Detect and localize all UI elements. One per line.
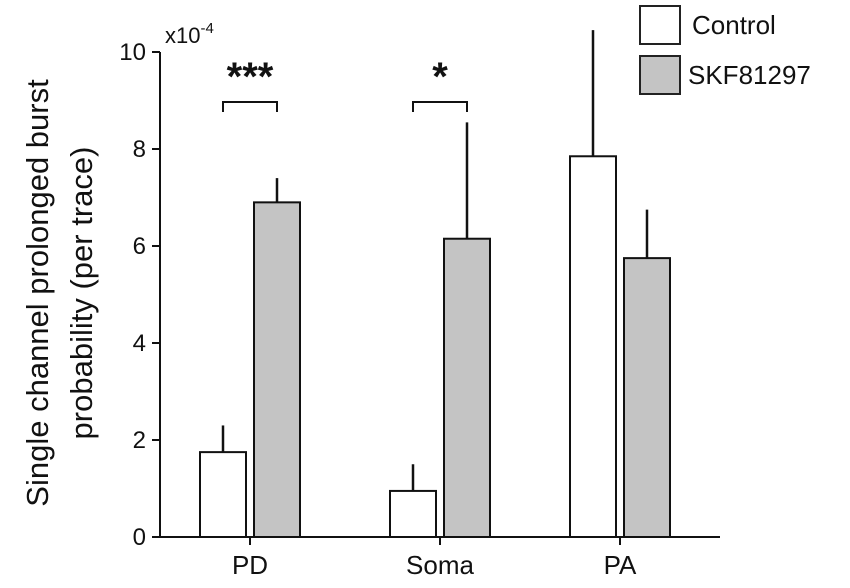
bars [199,155,671,538]
y-multiplier-exponent: -4 [200,20,213,37]
y-axis-title-line1: Single channel prolonged burst [20,79,55,507]
axes: 0 2 4 6 8 10 PD Soma PA [119,39,720,580]
significance-markers: *** * [222,55,468,112]
legend: Control SKF81297 [639,5,811,95]
significance-label-pd: *** [227,55,274,99]
y-tick-label: 6 [133,233,146,260]
y-tick-label: 2 [133,427,146,454]
x-tick-label-soma: Soma [406,550,474,580]
y-tick-label: 0 [133,524,146,551]
legend-label-control: Control [692,10,776,40]
y-multiplier: x10-4 [165,20,214,48]
y-multiplier-base: x10 [165,23,200,48]
y-tick-label: 8 [133,136,146,163]
y-axis-title-line2: probability (per trace) [64,147,99,440]
y-axis-title: Single channel prolonged burst probabili… [20,79,99,507]
legend-label-skf81297: SKF81297 [688,60,811,90]
bar-skf81297-pa [623,257,671,538]
y-tick-label: 4 [133,330,146,357]
bar-skf81297-soma [443,237,491,538]
legend-swatch-skf81297 [639,55,681,95]
bar-skf81297-pd [253,201,301,538]
bar-control-pa [569,155,617,538]
bar-control-pd [199,451,247,538]
y-tick-label: 10 [119,39,146,66]
significance-bracket-soma [412,101,468,112]
significance-bracket-pd [222,101,278,112]
error-bars [221,30,649,491]
x-tick-label-pd: PD [232,550,268,580]
x-tick-label-pa: PA [604,550,637,580]
legend-swatch-control [639,5,681,45]
significance-label-soma: * [432,55,448,99]
bar-control-soma [389,489,437,538]
